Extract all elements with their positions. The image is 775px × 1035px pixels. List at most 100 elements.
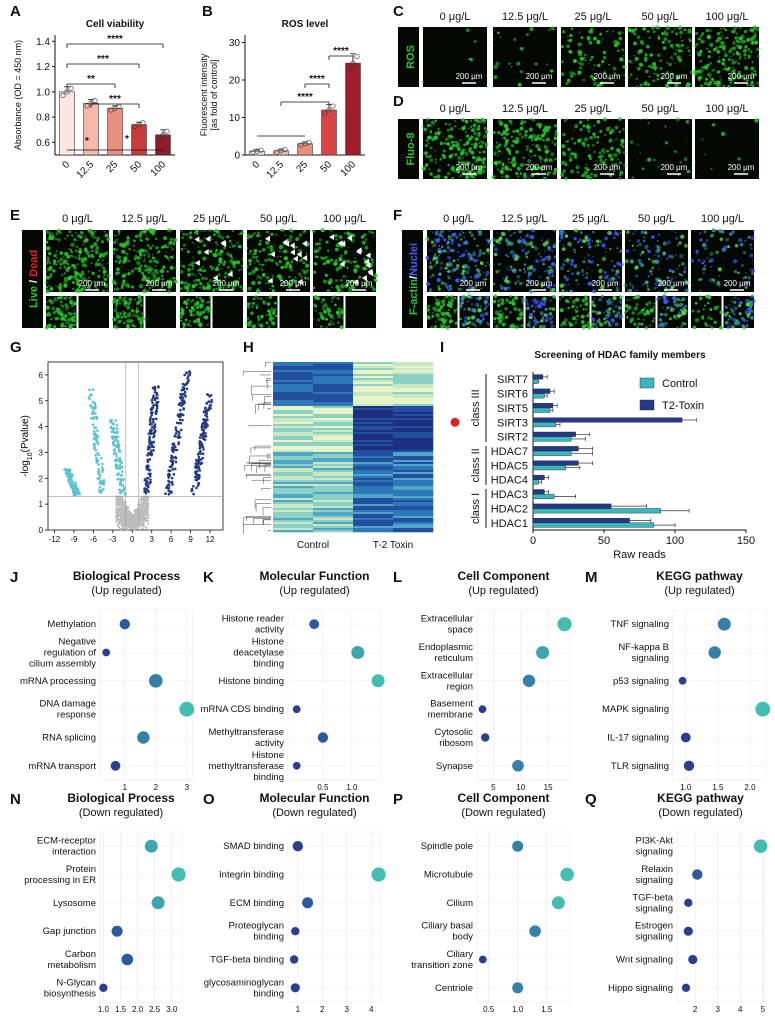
cell-dot	[699, 290, 701, 293]
cell-dot	[530, 304, 534, 308]
cell-dot	[720, 79, 722, 81]
cell-dot	[321, 301, 323, 303]
cell-dot	[520, 311, 524, 314]
cell-dot	[261, 273, 266, 277]
cell-dot	[699, 76, 703, 80]
cell-dot	[354, 260, 358, 263]
cell-dot	[733, 313, 736, 316]
cell-dot	[525, 242, 530, 247]
cell-dot	[548, 255, 551, 258]
cell-dot	[509, 268, 513, 272]
cell-dot	[568, 38, 573, 43]
cell-dot	[655, 277, 660, 282]
cell-dot	[439, 249, 443, 252]
cell-dot	[694, 161, 696, 163]
cell-dot	[509, 265, 513, 269]
cell-dot	[468, 148, 472, 152]
cell-dot	[566, 118, 569, 121]
cell-dot	[538, 125, 542, 129]
cell-dot	[112, 300, 115, 304]
cell-dot	[674, 27, 677, 30]
cell-dot	[549, 288, 554, 293]
cell-dot	[472, 155, 476, 160]
cell-dot	[187, 267, 191, 272]
cell-dot	[282, 243, 285, 245]
cell-dot	[747, 235, 751, 239]
cell-dot	[631, 286, 635, 289]
cell-dot	[341, 283, 343, 286]
cell-dot	[736, 44, 741, 49]
cell-dot	[746, 38, 750, 42]
cell-dot	[326, 326, 328, 328]
cell-dot	[571, 272, 574, 276]
cell-dot	[194, 231, 197, 234]
cell-dot	[447, 313, 451, 317]
cell-dot	[699, 232, 702, 235]
cell-dot	[342, 275, 346, 278]
cell-dot	[598, 297, 603, 302]
cell-dot	[538, 137, 542, 141]
cell-dot	[543, 298, 546, 302]
cell-dot	[461, 253, 466, 257]
cell-dot	[608, 29, 610, 31]
cell-dot	[115, 238, 118, 241]
cell-dot	[256, 274, 260, 278]
cell-dot	[652, 62, 657, 66]
cell-dot	[246, 317, 250, 321]
cell-dot	[499, 284, 502, 287]
cell-dot	[90, 262, 93, 264]
cell-dot	[461, 301, 464, 305]
cell-dot	[157, 272, 159, 275]
cell-dot	[632, 297, 635, 300]
cell-dot	[230, 256, 234, 259]
cell-dot	[364, 245, 369, 250]
cell-dot	[241, 288, 244, 291]
cell-dot	[719, 325, 723, 330]
x-tick-label: 3	[149, 535, 154, 544]
cell-dot	[493, 151, 497, 155]
data-point	[306, 139, 312, 145]
cell-dot	[155, 246, 159, 250]
cell-dot	[597, 155, 601, 159]
x-tick-label: 0	[60, 159, 72, 171]
cell-dot	[114, 310, 117, 312]
cell-dot	[485, 270, 490, 275]
cell-dot	[283, 256, 288, 261]
cell-dot	[471, 143, 473, 146]
cell-dot	[465, 175, 470, 180]
cell-dot	[723, 245, 728, 250]
cell-dot	[56, 228, 61, 233]
cell-dot	[665, 324, 667, 326]
cell-dot	[261, 298, 264, 301]
cell-dot	[617, 158, 619, 161]
cell-dot	[73, 282, 76, 284]
cell-dot	[427, 314, 430, 318]
cell-dot	[577, 61, 582, 65]
cell-dot	[155, 260, 159, 264]
cell-dot	[702, 267, 706, 271]
cell-dot	[424, 151, 428, 155]
cell-dot	[703, 264, 707, 267]
data-point	[84, 103, 90, 109]
conc-label-F: 25 μg/L	[572, 213, 609, 225]
cell-dot	[275, 314, 278, 318]
x-tick-label: -6	[90, 535, 98, 544]
cell-dot	[634, 274, 639, 278]
cell-dot	[644, 56, 648, 60]
cell-dot	[86, 285, 91, 289]
cell-dot	[565, 140, 567, 143]
cell-dot	[446, 171, 451, 176]
cell-dot	[477, 166, 480, 169]
cell-dot	[127, 260, 131, 263]
cell-dot	[684, 288, 689, 293]
cell-dot	[118, 232, 121, 235]
cell-dot	[154, 268, 158, 273]
cell-dot	[738, 238, 743, 243]
cell-dot	[508, 152, 512, 156]
cell-dot	[168, 259, 171, 262]
cell-dot	[548, 257, 551, 261]
cell-dot	[289, 290, 292, 293]
cell-dot	[670, 72, 674, 76]
cell-dot	[608, 63, 611, 66]
cell-dot	[568, 321, 571, 324]
